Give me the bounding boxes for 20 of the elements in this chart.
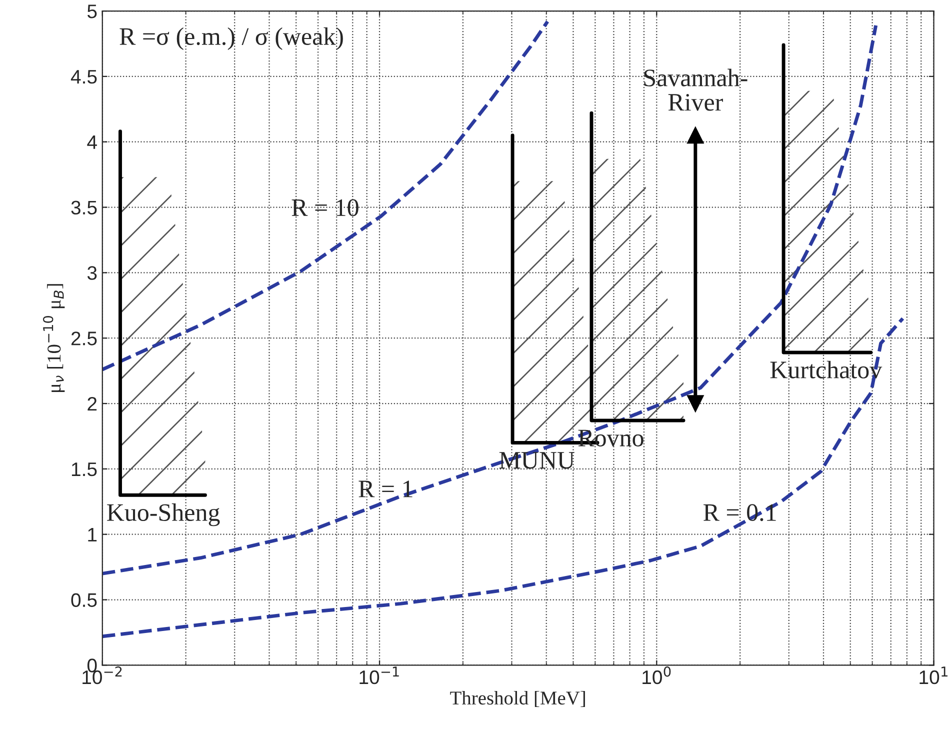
series-label: Kuo-Sheng	[107, 503, 220, 526]
annotation: R =σ (e.m.) / σ (weak)	[120, 27, 343, 50]
x-tick-label: 10$^{0}$	[642, 666, 671, 684]
series-label: Savannah- River	[644, 68, 748, 111]
y-tick-label: 4.5	[70, 70, 97, 84]
x-tick-label: 10$^{−1}$	[360, 666, 399, 684]
y-axis-title: μ$_{ν}$ [10$^{−10}$ μ$_{B}$]	[42, 284, 65, 392]
x-axis-title: Threshold [MeV]	[450, 690, 585, 708]
y-tick-label: 3	[87, 266, 97, 280]
y-tick-label: 1.5	[72, 462, 97, 476]
x-tick-label: 10$^{1}$	[920, 666, 948, 684]
y-tick-label: 1	[88, 528, 97, 542]
y-tick-label: 4	[87, 136, 97, 149]
y-tick-label: 0.5	[71, 593, 97, 607]
y-tick-label: 5	[87, 4, 97, 18]
y-tick-label: 2	[88, 396, 97, 411]
series-label: R = 10	[292, 199, 358, 216]
series-label: Kurtchatov	[770, 360, 882, 378]
y-tick-label: 3.5	[71, 200, 97, 215]
y-tick-label: 2.5	[71, 332, 97, 346]
